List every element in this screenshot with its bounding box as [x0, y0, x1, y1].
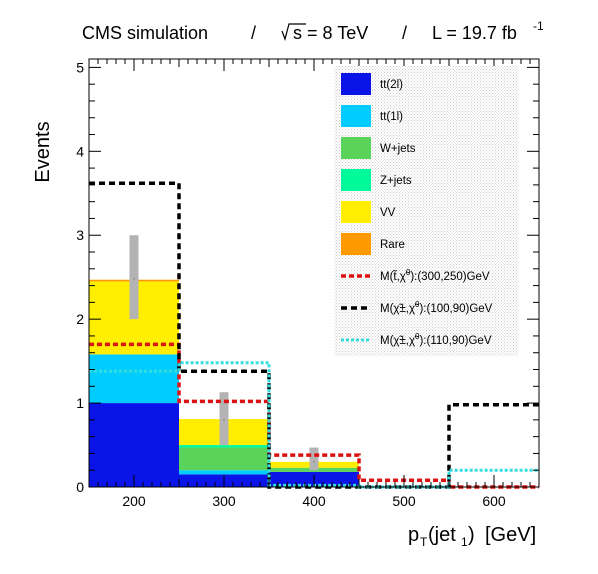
x-tick-label: 200: [122, 493, 146, 509]
x-tick-label: 400: [302, 493, 326, 509]
legend: tt(2l)tt(1l)W+jetsZ+jetsVVRareM(t̃,χ̃0):…: [341, 73, 493, 347]
y-tick-label: 4: [76, 143, 84, 159]
legend-swatch: [341, 73, 371, 95]
legend-signal-sup: 0: [415, 300, 420, 309]
legend-signal-particles: χ̃±,χ̃: [393, 335, 419, 347]
legend-signal-prefix: M(: [380, 271, 394, 283]
legend-signal-sup: 0: [415, 332, 420, 341]
x-tick-label: 300: [212, 493, 236, 509]
uncertainty-bar: [129, 235, 139, 320]
legend-signal-label: M(t̃,χ̃0):(300,250)GeV: [380, 268, 490, 283]
legend-swatch: [341, 201, 371, 223]
x-axis-title-close: ): [468, 524, 475, 546]
stack-bar-tt-2l-: [89, 403, 179, 487]
legend-label: Z+jets: [380, 175, 412, 187]
legend-swatch: [341, 137, 371, 159]
x-axis-title-unit: [GeV]: [485, 524, 536, 546]
sqrt-symbol: [281, 23, 306, 41]
stack-bar-w-jets: [179, 447, 269, 471]
x-tick-label: 600: [482, 493, 506, 509]
legend-signal-suffix: ):(300,250)GeV: [410, 271, 490, 283]
stack-bar-tt-1l-: [89, 354, 179, 404]
plot-frame: [88, 58, 540, 488]
tick-layer: 200 300 400 500 600 0 1 2 3 4 5: [76, 59, 540, 509]
x-tick-label: 500: [392, 493, 416, 509]
legend-swatch: [341, 233, 371, 255]
uncertainty-layer: [129, 235, 319, 471]
legend-signal-prefix: M(: [380, 335, 394, 347]
y-tick-label: 5: [76, 59, 84, 75]
y-tick-label: 1: [76, 395, 84, 411]
legend-signal-prefix: M(: [380, 303, 394, 315]
legend-signal-suffix: ):(110,90)GeV: [419, 335, 491, 347]
header-separator-1: /: [251, 23, 256, 43]
y-tick-label: 3: [76, 227, 84, 243]
chart-header: CMS simulation / s = 8 TeV / L = 19.7 fb…: [82, 19, 544, 43]
y-tick-label: 0: [76, 479, 84, 495]
legend-signal-particles: t̃,χ̃: [392, 270, 410, 283]
x-axis-title: p T (jet 1 ) [GeV]: [408, 524, 536, 549]
legend-swatch: [341, 169, 371, 191]
uncertainty-bar: [219, 392, 229, 446]
uncertainty-bar: [309, 447, 319, 471]
legend-signal-label: M(χ̃±,χ̃0):(100,90)GeV: [380, 300, 493, 315]
legend-swatch: [341, 105, 371, 127]
legend-signal-particles: χ̃±,χ̃: [393, 303, 419, 315]
experiment-label: CMS simulation: [82, 23, 208, 43]
luminosity-label: L = 19.7 fb: [432, 23, 517, 43]
legend-label: VV: [380, 207, 396, 219]
y-tick-label: 2: [76, 311, 84, 327]
x-axis-title-p: p: [408, 524, 419, 546]
legend-signal-suffix: ):(100,90)GeV: [419, 303, 492, 315]
stack-bar-tt-1l-: [179, 470, 269, 475]
x-axis-title-sub: T: [420, 535, 428, 549]
legend-label: Rare: [380, 239, 405, 251]
luminosity-exponent: -1: [533, 19, 544, 33]
legend-label: tt(1l): [380, 111, 403, 123]
x-axis-title-jet-sub: 1: [461, 535, 468, 549]
energy-label: s = 8 TeV: [293, 23, 368, 43]
header-separator-2: /: [402, 23, 407, 43]
legend-signal-sup: 0: [406, 268, 411, 277]
legend-label: tt(2l): [380, 79, 403, 91]
x-axis-title-jet: (jet: [428, 524, 456, 546]
legend-label: W+jets: [380, 143, 416, 155]
legend-signal-label: M(χ̃±,χ̃0):(110,90)GeV: [380, 332, 492, 347]
stack-bar-z-jets: [179, 445, 269, 448]
y-axis-title: Events: [32, 121, 54, 182]
